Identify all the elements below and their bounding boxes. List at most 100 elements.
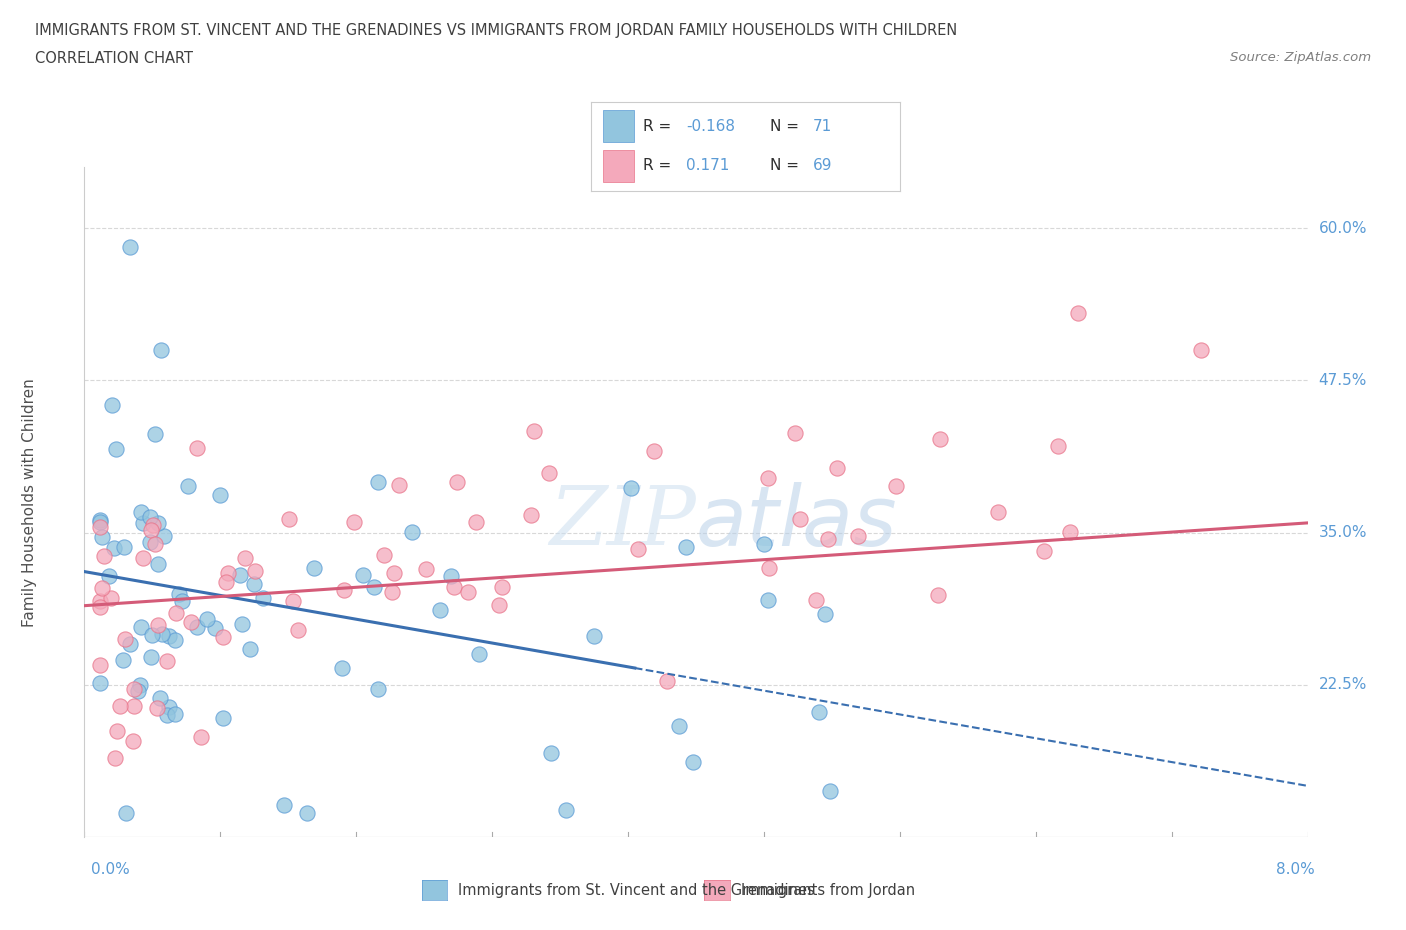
Point xyxy=(156,708,179,723)
Point xyxy=(156,654,179,669)
Point xyxy=(252,591,274,605)
Point xyxy=(620,481,643,496)
Point xyxy=(464,514,486,529)
Text: 60.0%: 60.0% xyxy=(1319,220,1367,236)
Point xyxy=(215,575,238,590)
Point xyxy=(131,504,153,519)
Text: 0.0%: 0.0% xyxy=(91,862,131,877)
Text: CORRELATION CHART: CORRELATION CHART xyxy=(35,51,193,66)
Point xyxy=(157,628,180,643)
Text: 0.171: 0.171 xyxy=(686,158,730,173)
Point xyxy=(138,534,160,549)
Point xyxy=(520,508,543,523)
Point xyxy=(120,239,142,254)
Point xyxy=(163,632,186,647)
Text: 8.0%: 8.0% xyxy=(1275,862,1315,877)
Bar xyxy=(603,111,634,142)
Point xyxy=(146,618,169,632)
Point xyxy=(146,701,169,716)
Point xyxy=(89,513,111,528)
Point xyxy=(231,617,253,631)
Point xyxy=(643,444,665,458)
Point xyxy=(675,539,697,554)
Point xyxy=(143,537,166,551)
Point xyxy=(401,525,423,539)
Point xyxy=(139,509,162,524)
Text: -0.168: -0.168 xyxy=(686,119,735,134)
Point xyxy=(333,582,356,597)
Point xyxy=(129,678,152,693)
Point xyxy=(141,627,163,642)
Point xyxy=(239,642,262,657)
Point xyxy=(352,567,374,582)
Text: IMMIGRANTS FROM ST. VINCENT AND THE GRENADINES VS IMMIGRANTS FROM JORDAN FAMILY : IMMIGRANTS FROM ST. VINCENT AND THE GREN… xyxy=(35,23,957,38)
Point xyxy=(243,577,266,591)
Point xyxy=(277,512,299,526)
Point xyxy=(190,730,212,745)
Point xyxy=(93,549,115,564)
Point xyxy=(655,673,678,688)
Point xyxy=(186,620,208,635)
Point xyxy=(330,660,353,675)
Point xyxy=(367,474,389,489)
Point xyxy=(682,754,704,769)
Point xyxy=(150,627,173,642)
Text: ZIP: ZIP xyxy=(550,483,696,563)
Point xyxy=(129,619,152,634)
Point xyxy=(186,440,208,455)
Point xyxy=(101,397,124,412)
Point xyxy=(108,698,131,713)
Point xyxy=(143,427,166,442)
Point xyxy=(100,591,122,605)
Point xyxy=(208,487,231,502)
Point xyxy=(540,745,562,760)
Point xyxy=(522,423,544,438)
Point xyxy=(668,719,690,734)
Point xyxy=(89,676,111,691)
Point xyxy=(105,442,128,457)
Point xyxy=(388,478,411,493)
Point xyxy=(884,478,907,493)
Point xyxy=(927,588,949,603)
Point xyxy=(122,682,145,697)
Point xyxy=(142,517,165,532)
Point xyxy=(104,751,127,765)
Text: Immigrants from Jordan: Immigrants from Jordan xyxy=(741,883,915,897)
Point xyxy=(141,649,163,664)
Point xyxy=(149,342,172,357)
Point xyxy=(457,585,479,600)
Point xyxy=(373,548,395,563)
Point xyxy=(468,647,491,662)
Point xyxy=(157,699,180,714)
Point xyxy=(443,579,465,594)
Point xyxy=(415,562,437,577)
Point xyxy=(1033,544,1056,559)
Point xyxy=(382,566,405,581)
Point xyxy=(758,561,780,576)
Point xyxy=(122,698,145,713)
Point xyxy=(273,798,295,813)
Point xyxy=(146,556,169,571)
Point xyxy=(440,568,463,583)
Point xyxy=(115,805,138,820)
Point xyxy=(112,539,135,554)
Point xyxy=(180,615,202,630)
Point xyxy=(627,542,650,557)
Point xyxy=(381,585,404,600)
Point xyxy=(204,620,226,635)
Point xyxy=(987,505,1010,520)
Point xyxy=(287,622,309,637)
Point xyxy=(146,516,169,531)
Text: Immigrants from St. Vincent and the Grenadines: Immigrants from St. Vincent and the Gren… xyxy=(458,883,815,897)
Point xyxy=(89,515,111,530)
Point xyxy=(177,479,200,494)
Point xyxy=(90,580,112,595)
Point xyxy=(89,594,111,609)
Point xyxy=(756,592,779,607)
Point xyxy=(170,594,193,609)
Point xyxy=(789,512,811,526)
Point xyxy=(752,537,775,551)
Point xyxy=(132,515,155,530)
Text: atlas: atlas xyxy=(696,482,897,563)
Point xyxy=(1046,438,1069,453)
